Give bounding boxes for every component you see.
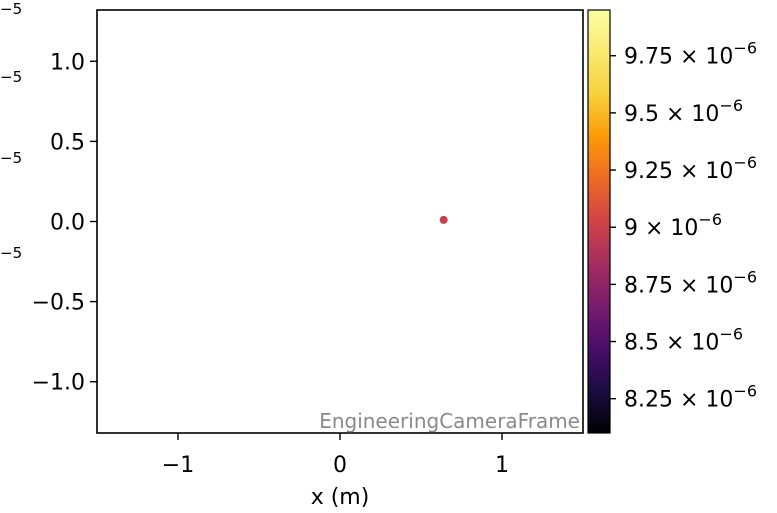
colorbar-tick-label: 9 × 10−6 bbox=[624, 210, 722, 241]
clipped-left-labels: −5 −5 −5 −5 bbox=[0, 0, 22, 262]
colorbar-tick-label: 9.75 × 10−6 bbox=[624, 39, 757, 70]
colorbar-tick-label: 9.25 × 10−6 bbox=[624, 153, 757, 184]
y-tick-label: −0.5 bbox=[32, 291, 85, 316]
y-ticks: 1.0 0.5 0.0 −0.5 −1.0 bbox=[32, 50, 97, 396]
x-axis-label: x (m) bbox=[311, 485, 370, 510]
x-ticks: −1 0 1 bbox=[162, 433, 509, 478]
y-tick-label: 1.0 bbox=[50, 50, 85, 75]
y-tick-label: 0.5 bbox=[50, 130, 85, 155]
y-tick-label: 0.0 bbox=[50, 211, 85, 236]
x-tick-label: 0 bbox=[333, 453, 347, 478]
clipped-exponent-label: −5 bbox=[0, 149, 22, 167]
clipped-exponent-label: −5 bbox=[0, 244, 22, 262]
colorbar-tick-label: 8.25 × 10−6 bbox=[624, 382, 757, 413]
plot-area bbox=[96, 9, 584, 434]
y-tick-label: −1.0 bbox=[32, 371, 85, 396]
colorbar-tick-label: 8.75 × 10−6 bbox=[624, 267, 757, 298]
frame-annotation: EngineeringCameraFrame bbox=[319, 409, 580, 433]
colorbar-tick-label: 9.5 × 10−6 bbox=[624, 96, 743, 127]
clipped-exponent-label: −5 bbox=[0, 0, 22, 18]
scatter-points bbox=[439, 215, 448, 224]
scatter-point bbox=[439, 215, 448, 224]
x-tick-label: 1 bbox=[495, 453, 509, 478]
clipped-exponent-label: −5 bbox=[0, 68, 22, 86]
colorbar bbox=[587, 9, 611, 434]
colorbar-tick-label: 8.5 × 10−6 bbox=[624, 325, 743, 356]
colorbar-ticks: 9.75 × 10−6 9.5 × 10−6 9.25 × 10−6 9 × 10−6… bbox=[610, 39, 757, 413]
x-tick-label: −1 bbox=[162, 453, 194, 478]
